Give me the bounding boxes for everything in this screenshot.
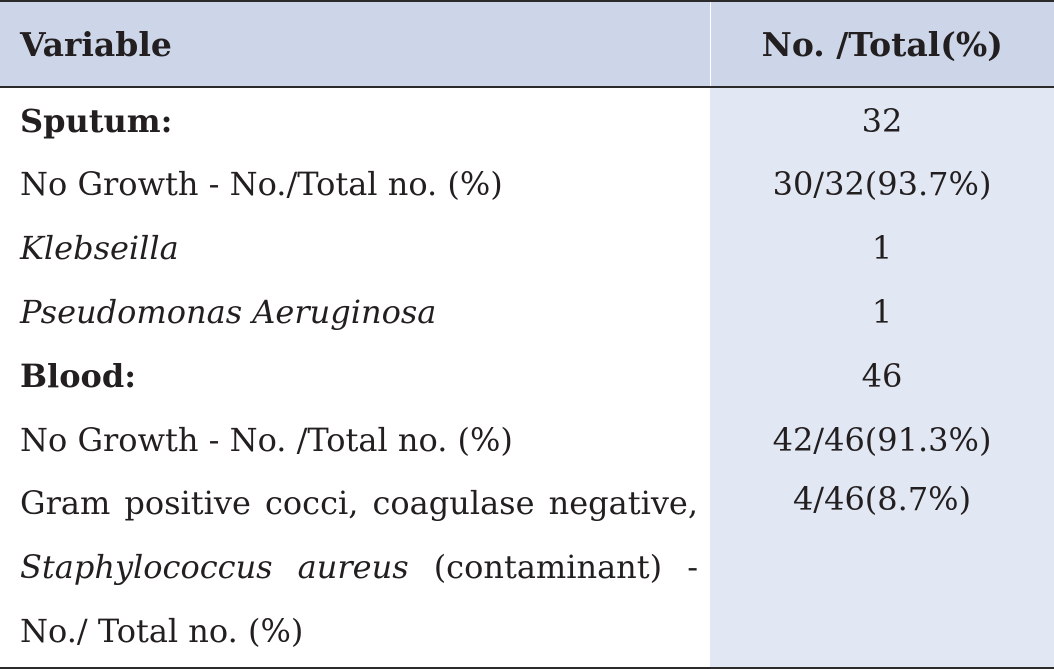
header-variable: Variable — [0, 0, 711, 88]
gram-positive-text: Gram positive cocci, coagulase negative, — [20, 484, 698, 522]
row-label-blood: Blood: — [20, 357, 137, 395]
row-value-blood: 46 — [710, 343, 1054, 407]
row-value-gram-positive: 4/46(8.7%) — [710, 471, 1054, 669]
staphylococcus-text: Staphylococcus aureus — [20, 548, 409, 586]
row-label-klebseilla: Klebseilla — [20, 229, 179, 267]
header-row: Variable No. /Total(%) — [0, 0, 1054, 88]
contaminant-text: (contaminant) - No./ Total no. (%) — [20, 548, 699, 650]
table-row: Blood: 46 — [0, 343, 1054, 407]
row-label-gram-positive: Gram positive cocci, coagulase negative,… — [0, 471, 710, 669]
row-label-sputum: Sputum: — [20, 102, 173, 140]
row-label-sputum-no-growth: No Growth - No./Total no. (%) — [20, 165, 503, 203]
row-value-klebseilla: 1 — [710, 215, 1054, 279]
table-row: Klebseilla 1 — [0, 215, 1054, 279]
table-row: Gram positive cocci, coagulase negative,… — [0, 471, 1054, 669]
row-label-blood-no-growth: No Growth - No. /Total no. (%) — [20, 421, 513, 459]
header-value: No. /Total(%) — [710, 0, 1054, 88]
row-value-sputum-no-growth: 30/32(93.7%) — [710, 151, 1054, 215]
row-value-sputum: 32 — [710, 87, 1054, 151]
table-row: No Growth - No. /Total no. (%) 42/46(91.… — [0, 407, 1054, 471]
row-value-blood-no-growth: 42/46(91.3%) — [710, 407, 1054, 471]
table-row: Sputum: 32 — [0, 87, 1054, 151]
row-label-pseudomonas: Pseudomonas Aeruginosa — [20, 293, 437, 331]
table-row: No Growth - No./Total no. (%) 30/32(93.7… — [0, 151, 1054, 215]
table-row: Pseudomonas Aeruginosa 1 — [0, 279, 1054, 343]
row-value-pseudomonas: 1 — [710, 279, 1054, 343]
